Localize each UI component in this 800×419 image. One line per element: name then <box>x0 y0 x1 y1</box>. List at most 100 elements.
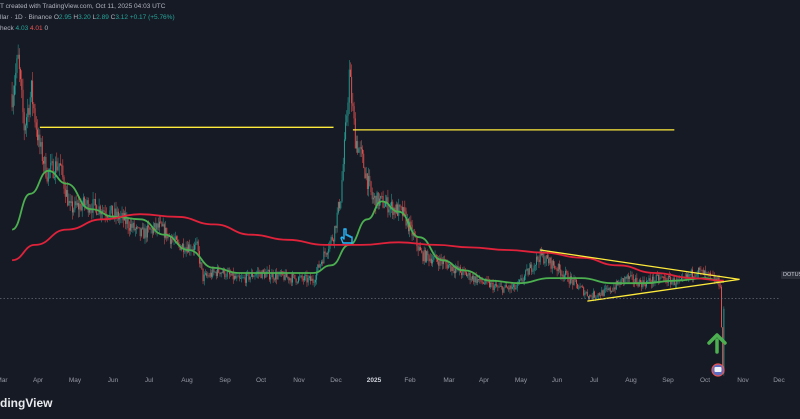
candle-body <box>385 202 386 207</box>
candle-body <box>272 272 274 280</box>
candle-body <box>371 192 373 200</box>
candle-body <box>585 292 587 294</box>
candle-body <box>47 169 49 182</box>
candle-body <box>85 203 87 206</box>
candle-body <box>166 227 168 239</box>
price-scale-tag: DOTUS <box>781 271 800 279</box>
candle-body <box>451 266 453 271</box>
candle-body <box>615 280 617 290</box>
candle-body <box>708 272 710 274</box>
candle-body <box>43 161 44 164</box>
candle-body <box>629 276 631 279</box>
candle-body <box>347 102 349 116</box>
symbol-name[interactable]: llar · 1D · Binance <box>0 14 53 21</box>
candle-body <box>284 271 286 280</box>
candle-body <box>23 112 25 131</box>
candle-body <box>410 221 412 225</box>
candle-body <box>666 282 668 283</box>
candle-body <box>688 274 690 278</box>
candle-body <box>200 262 202 264</box>
candle-body <box>418 247 420 251</box>
candle-body <box>225 276 227 278</box>
candle-body <box>545 255 547 262</box>
candle-body <box>644 284 646 287</box>
up-arrow-icon <box>707 333 727 354</box>
candle-body <box>323 251 325 264</box>
candle-body <box>212 269 214 277</box>
candle-body <box>291 274 293 283</box>
candle-body <box>511 287 513 289</box>
candle-body <box>509 285 511 290</box>
candle-body <box>35 122 37 130</box>
candle-body <box>137 226 139 228</box>
candle-body <box>242 277 244 278</box>
candle-body <box>609 287 611 292</box>
candle-body <box>398 204 400 216</box>
candle-body <box>469 272 471 281</box>
candle-body <box>298 277 299 283</box>
candle-body <box>217 267 218 277</box>
candle-body <box>151 228 153 234</box>
candle-body <box>126 219 128 224</box>
candle-body <box>696 274 698 275</box>
candle-body <box>671 281 673 285</box>
candle-body <box>144 228 146 239</box>
candle-body <box>76 203 78 206</box>
candle-body <box>426 251 428 262</box>
candle-body <box>521 278 523 282</box>
candle-body <box>150 228 152 230</box>
candle-body <box>527 268 529 275</box>
candle-body <box>395 204 397 214</box>
candle-body <box>226 271 228 277</box>
candle-body <box>441 261 443 265</box>
pointing-hand-icon <box>340 228 353 244</box>
x-axis-tick-label: Sep <box>219 377 231 384</box>
candle-body <box>27 108 29 118</box>
candle-body <box>428 255 430 262</box>
candle-body <box>308 276 310 278</box>
candle-body <box>647 280 649 282</box>
candle-body <box>32 80 34 105</box>
candle-body <box>310 276 312 281</box>
candle-body <box>496 284 498 287</box>
candle-body <box>304 276 305 281</box>
candle-body <box>531 264 533 272</box>
candle-body <box>583 287 585 296</box>
candle-body <box>266 271 268 273</box>
candle-body <box>38 134 40 141</box>
dividend-event-icon[interactable] <box>711 363 725 377</box>
candle-body <box>621 278 623 279</box>
indicator-name[interactable]: heck <box>0 25 14 32</box>
candle-body <box>189 244 191 251</box>
candle-body <box>154 223 156 228</box>
candle-body <box>632 275 634 283</box>
candle-body <box>11 94 13 108</box>
candle-body <box>614 287 616 290</box>
candle-body <box>107 216 109 218</box>
candle-body <box>689 274 691 276</box>
candle-body <box>467 275 469 277</box>
candle-body <box>211 272 212 277</box>
candle-body <box>372 197 374 200</box>
candle-body <box>655 274 657 281</box>
candle-body <box>99 206 101 215</box>
candle-body <box>534 264 536 266</box>
candle-body <box>163 224 165 238</box>
candle-body <box>260 271 262 279</box>
candle-body <box>544 261 546 264</box>
candle-body <box>461 272 463 276</box>
x-axis: Mar Apr May Jun Jul Aug Sep Oct Nov Dec 2025 Feb Mar… <box>0 377 786 384</box>
x-axis-tick-label: Jul <box>590 377 599 384</box>
candle-body <box>319 264 321 268</box>
candle-body <box>75 201 77 206</box>
candle-body <box>283 274 285 280</box>
candle-body <box>333 239 334 242</box>
candle-body <box>586 292 588 297</box>
candle-body <box>340 201 342 209</box>
candle-body <box>261 270 263 279</box>
candle-body <box>39 134 41 147</box>
candle-body <box>548 258 550 264</box>
candle-body <box>393 207 395 215</box>
candle-body <box>66 190 67 197</box>
